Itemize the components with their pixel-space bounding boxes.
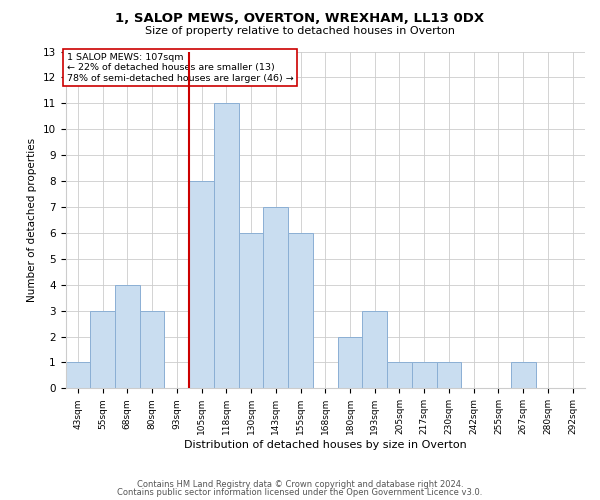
- Y-axis label: Number of detached properties: Number of detached properties: [27, 138, 37, 302]
- Bar: [338, 336, 362, 388]
- Bar: [239, 233, 263, 388]
- Bar: [288, 233, 313, 388]
- Bar: [214, 104, 239, 389]
- Bar: [412, 362, 437, 388]
- Bar: [437, 362, 461, 388]
- Bar: [511, 362, 536, 388]
- Text: Contains HM Land Registry data © Crown copyright and database right 2024.: Contains HM Land Registry data © Crown c…: [137, 480, 463, 489]
- Bar: [263, 207, 288, 388]
- Bar: [362, 310, 387, 388]
- Text: Size of property relative to detached houses in Overton: Size of property relative to detached ho…: [145, 26, 455, 36]
- Text: 1 SALOP MEWS: 107sqm
← 22% of detached houses are smaller (13)
78% of semi-detac: 1 SALOP MEWS: 107sqm ← 22% of detached h…: [67, 53, 293, 82]
- Bar: [140, 310, 164, 388]
- Bar: [189, 181, 214, 388]
- Text: 1, SALOP MEWS, OVERTON, WREXHAM, LL13 0DX: 1, SALOP MEWS, OVERTON, WREXHAM, LL13 0D…: [115, 12, 485, 26]
- Text: Contains public sector information licensed under the Open Government Licence v3: Contains public sector information licen…: [118, 488, 482, 497]
- X-axis label: Distribution of detached houses by size in Overton: Distribution of detached houses by size …: [184, 440, 467, 450]
- Bar: [65, 362, 90, 388]
- Bar: [115, 284, 140, 389]
- Bar: [387, 362, 412, 388]
- Bar: [90, 310, 115, 388]
